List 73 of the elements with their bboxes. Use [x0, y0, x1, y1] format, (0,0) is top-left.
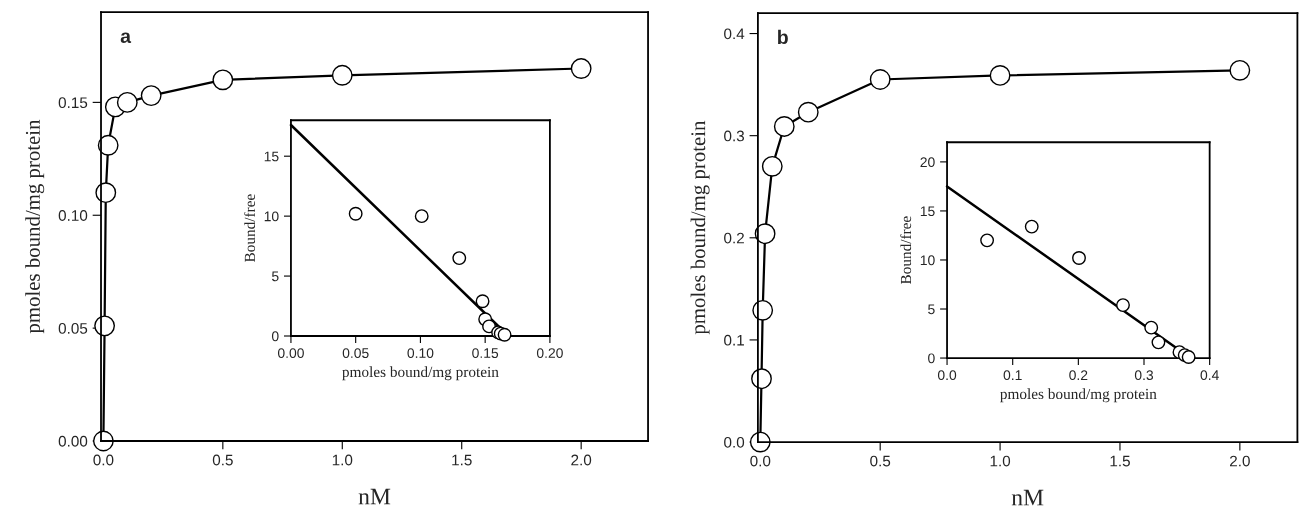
- y-tick-label: 0.10: [58, 210, 88, 221]
- point: [475, 294, 490, 309]
- y-axis-title: Bound/free: [244, 194, 256, 263]
- y-tick-label: 0.00: [58, 435, 88, 447]
- y-tick-label: 0.0: [724, 436, 745, 448]
- x-tick-label: 1.0: [332, 454, 353, 466]
- x-tick-label: 0.15: [472, 348, 499, 359]
- point: [97, 134, 119, 156]
- x-tick-label: 0.5: [870, 455, 891, 467]
- point: [331, 64, 353, 86]
- point: [1116, 298, 1130, 313]
- point: [92, 430, 114, 452]
- x-axis-title: nM: [1011, 489, 1044, 506]
- y-tick-label: 0.05: [58, 322, 88, 334]
- x-axis-title: pmoles bound/mg protein: [342, 366, 499, 381]
- point: [570, 58, 592, 79]
- y-axis-title: pmoles bound/mg protein: [690, 120, 710, 335]
- x-tick-label: 2.0: [571, 454, 592, 466]
- x-tick-label: 0.0: [937, 370, 957, 381]
- x-tick-label: 0.4: [1200, 370, 1219, 381]
- x-tick-label: 0.0: [750, 455, 771, 467]
- point: [1181, 350, 1196, 365]
- point: [348, 206, 363, 221]
- x-tick-label: 0.2: [1069, 370, 1088, 381]
- y-tick-label: 15: [920, 206, 935, 217]
- x-tick-label: 0.05: [342, 348, 369, 359]
- point: [1072, 251, 1086, 265]
- y-tick-label: 0.3: [724, 130, 745, 142]
- x-axis-title: pmoles bound/mg protein: [1000, 388, 1157, 403]
- y-axis-title: pmoles bound/mg protein: [25, 119, 45, 334]
- x-tick-label: 1.0: [990, 455, 1011, 467]
- x-tick-label: 0.0: [93, 454, 114, 466]
- point: [140, 85, 162, 107]
- y-tick-label: 15: [264, 151, 279, 162]
- y-axis-title: Bound/free: [900, 216, 912, 285]
- point: [1024, 219, 1039, 234]
- annotation: b: [778, 29, 788, 45]
- point: [116, 91, 138, 113]
- point: [980, 233, 995, 248]
- point: [497, 327, 512, 342]
- x-axis-title: nM: [358, 488, 391, 505]
- x-tick-label: 2.0: [1230, 455, 1250, 467]
- y-tick-label: 20: [920, 157, 935, 168]
- point: [212, 69, 234, 91]
- x-tick-label: 0.10: [407, 348, 434, 359]
- y-tick-label: 10: [920, 255, 935, 266]
- x-tick-label: 0.20: [536, 348, 563, 359]
- y-tick-label: 0: [271, 331, 279, 342]
- y-tick-label: 0.2: [724, 232, 744, 244]
- point: [797, 101, 819, 123]
- y-tick-label: 0.15: [58, 97, 88, 109]
- point: [414, 209, 429, 224]
- point: [754, 223, 776, 245]
- y-tick-label: 0: [928, 353, 935, 364]
- y-tick-label: 10: [264, 211, 279, 222]
- x-tick-label: 0.5: [212, 454, 233, 466]
- y-tick-label: 5: [928, 304, 935, 315]
- y-tick-label: 0.4: [724, 28, 745, 40]
- x-tick-label: 0.3: [1134, 370, 1154, 381]
- point: [1151, 335, 1166, 350]
- point: [989, 65, 1011, 86]
- annotation: a: [120, 32, 132, 44]
- point: [1229, 59, 1251, 81]
- point: [761, 155, 783, 177]
- y-tick-label: 0.1: [724, 334, 744, 346]
- point: [452, 251, 467, 266]
- x-tick-label: 0.1: [1003, 370, 1022, 381]
- x-tick-label: 1.5: [452, 454, 472, 466]
- x-tick-label: 1.5: [1110, 455, 1130, 467]
- point: [773, 116, 795, 137]
- point: [1144, 320, 1159, 335]
- point: [869, 69, 891, 90]
- y-tick-label: 5: [271, 271, 279, 282]
